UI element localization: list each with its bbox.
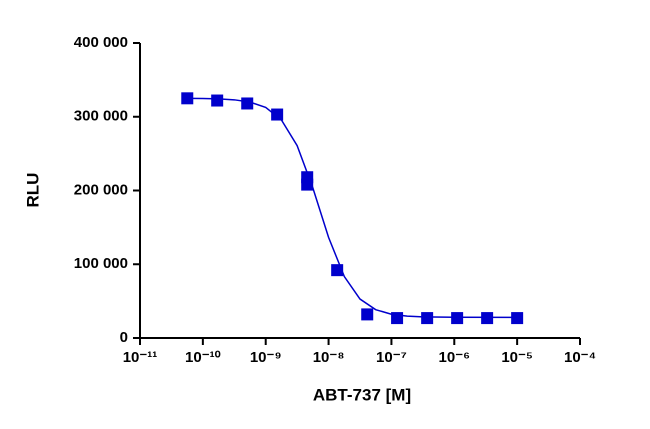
y-tick-label: 400 000 (74, 34, 128, 51)
y-tick-label: 0 (120, 329, 128, 346)
x-tick-label: 10⁻⁸ (313, 349, 345, 366)
data-point (361, 308, 374, 321)
y-tick-label: 200 000 (74, 181, 128, 198)
data-point (481, 312, 494, 325)
fit-curve (187, 97, 518, 319)
y-axis-label: RLU (23, 173, 42, 208)
y-tick-label: 100 000 (74, 255, 128, 272)
data-point (421, 312, 434, 325)
data-point (301, 178, 314, 191)
x-tick-label: 10⁻⁶ (439, 349, 471, 366)
x-axis-label: ABT-737 [M] (313, 385, 411, 404)
data-point (271, 108, 284, 121)
x-tick-label: 10⁻⁹ (250, 349, 282, 366)
data-point (331, 264, 344, 277)
x-tick-label: 10⁻¹¹ (123, 349, 158, 366)
data-point (511, 312, 524, 325)
y-tick-label: 300 000 (74, 108, 128, 125)
data-point (451, 312, 464, 325)
data-point (391, 312, 404, 325)
x-tick-label: 10⁻⁵ (501, 349, 533, 366)
data-point (211, 94, 224, 107)
data-point (241, 97, 254, 110)
x-tick-label: 10⁻⁷ (376, 349, 407, 366)
x-tick-label: 10⁻⁴ (564, 349, 596, 366)
x-tick-label: 10⁻¹⁰ (185, 349, 221, 366)
data-point (181, 92, 194, 105)
